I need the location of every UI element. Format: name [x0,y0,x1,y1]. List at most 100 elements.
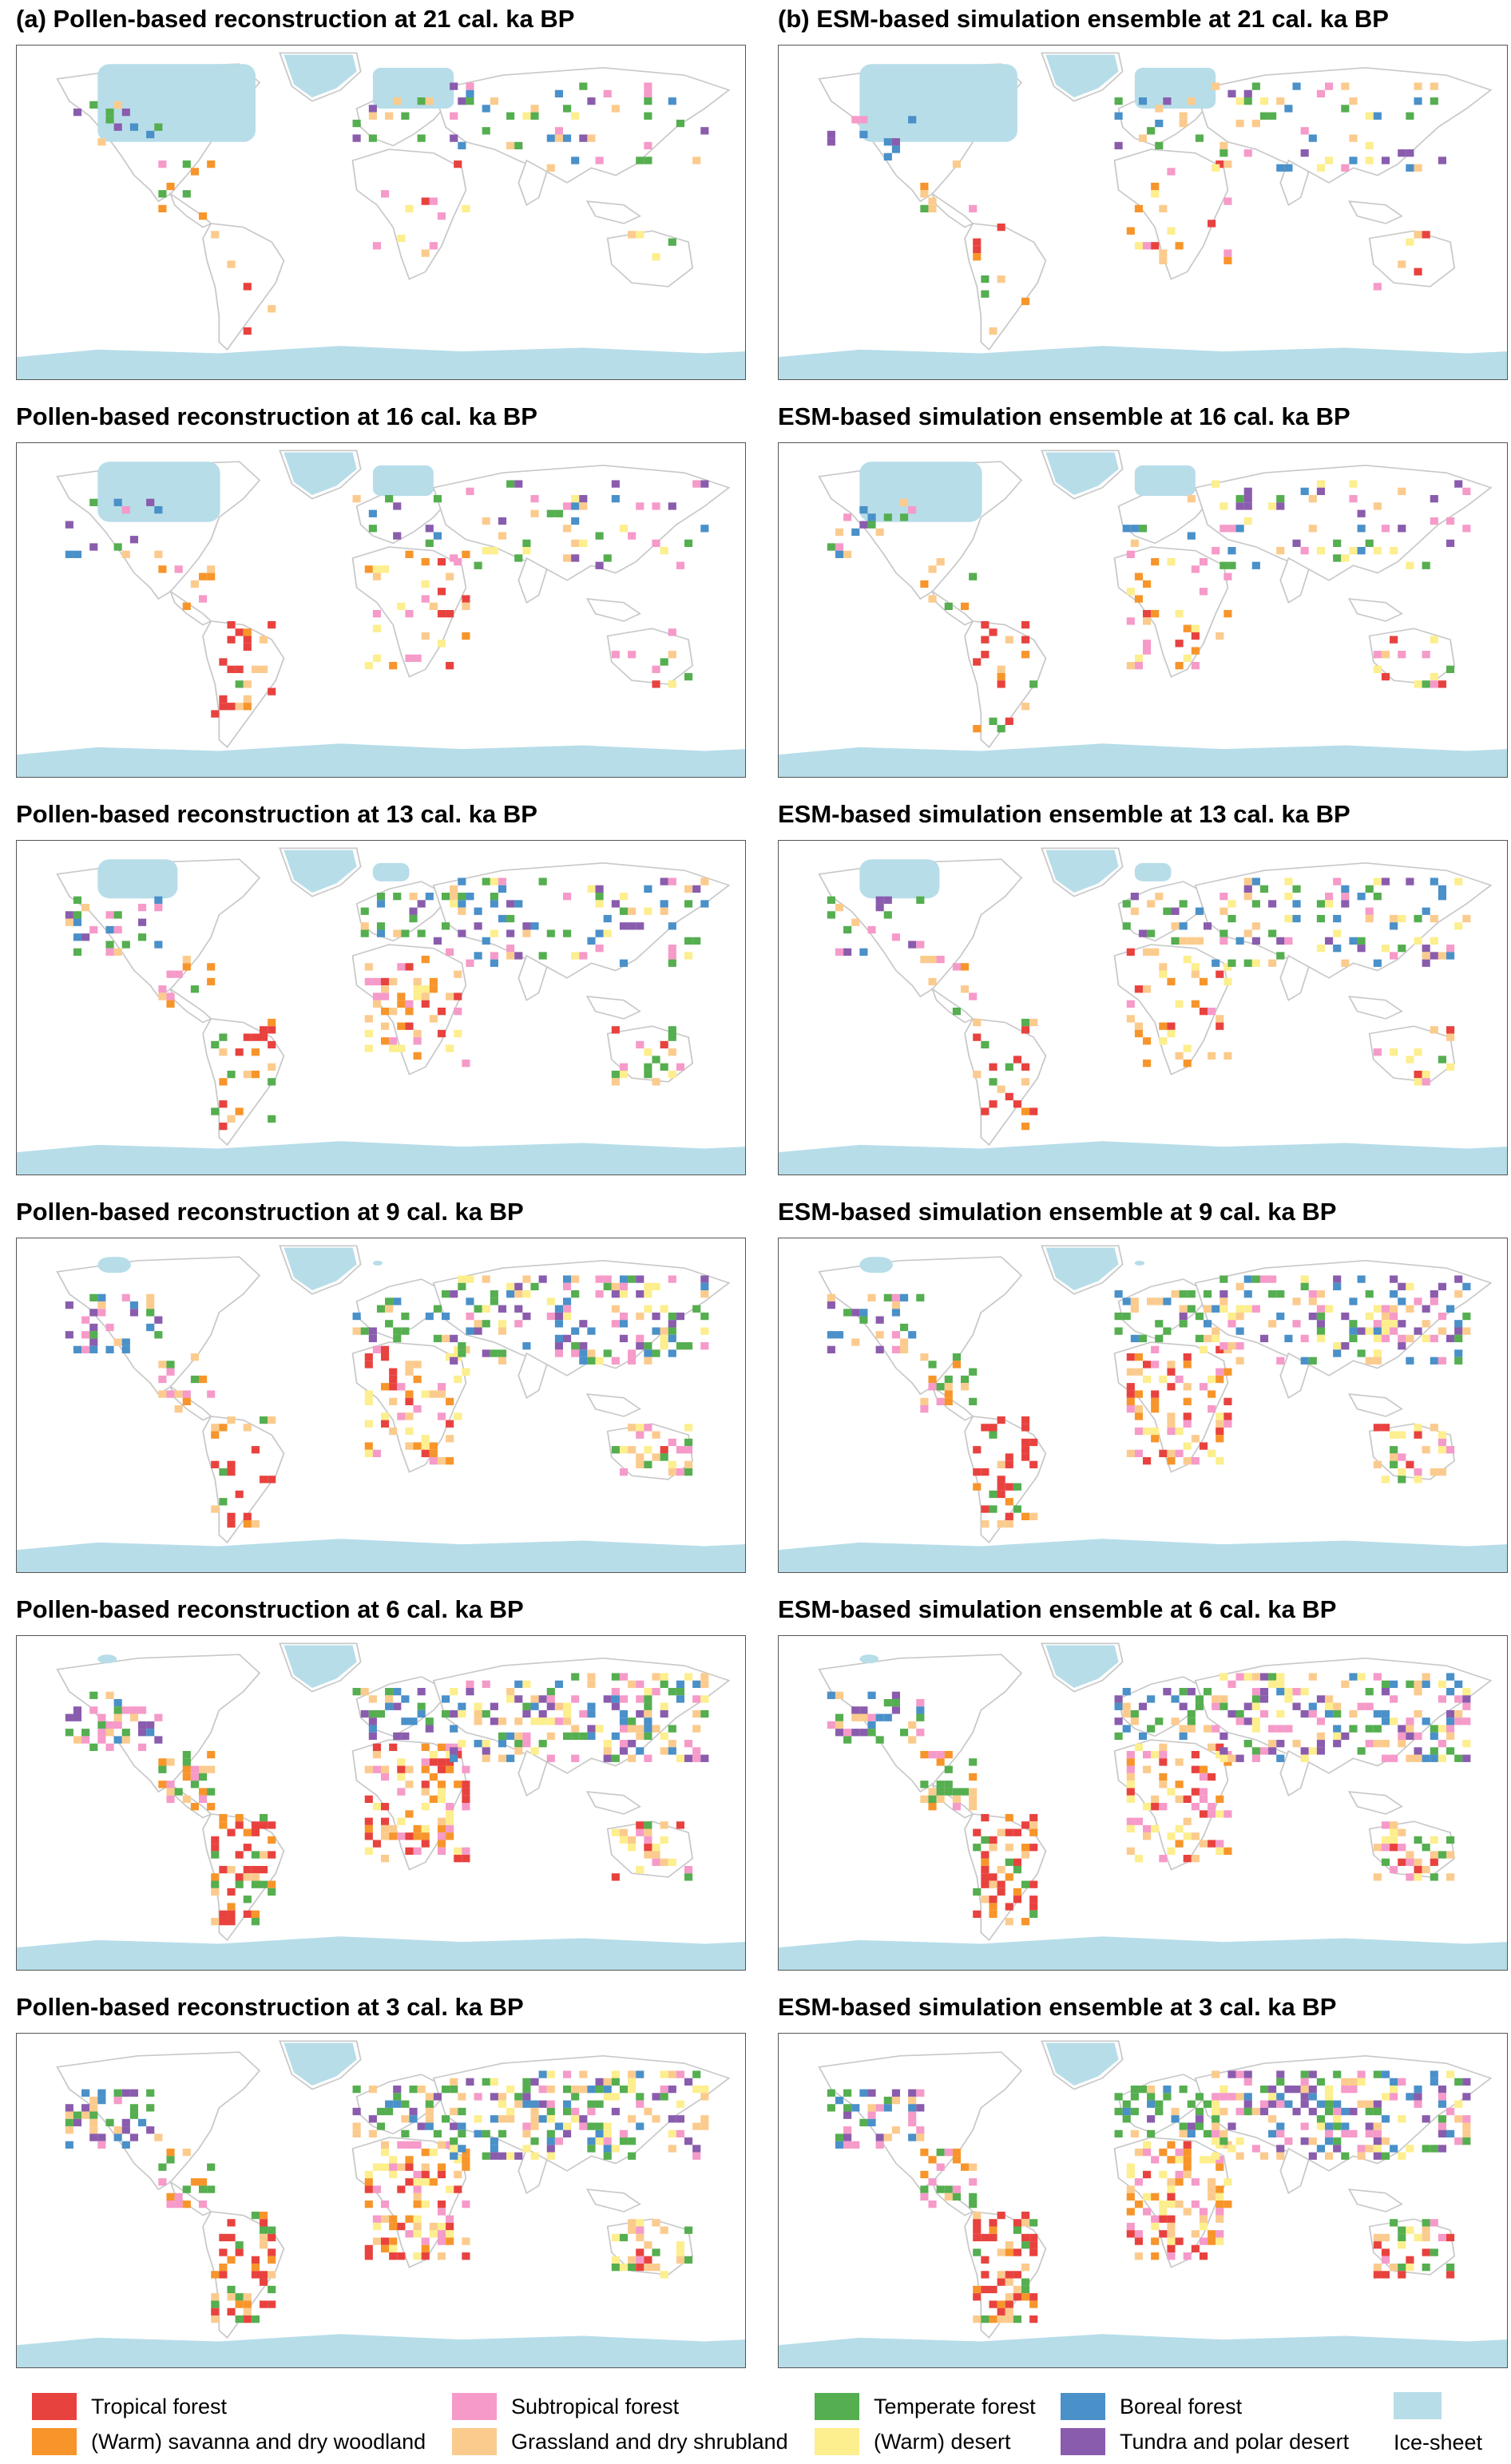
biome-cell [579,2086,588,2094]
biome-cell [928,2156,937,2164]
biome-cell [235,1880,244,1888]
biome-cell [1126,227,1135,235]
biome-cell [1357,1327,1366,1335]
biome-cell [652,1349,660,1357]
legend-item: Tropical forest [32,2392,227,2421]
biome-cell [619,1740,629,1748]
biome-cell [1422,651,1430,659]
biome-cell [364,2178,373,2186]
biome-cell [251,1851,260,1859]
biome-cell [587,2100,596,2108]
biome-cell [429,1758,438,1766]
biome-cell [1446,1688,1455,1696]
biome-cell [182,190,191,198]
biome-cell [692,1305,701,1313]
biome-cell [397,2222,406,2231]
biome-cell [138,2118,147,2127]
biome-cell [652,1673,660,1681]
biome-cell [158,1361,167,1369]
biome-cell [1159,1743,1168,1751]
biome-cell [458,141,466,150]
biome-cell [595,1357,604,1365]
biome-cell [482,1349,490,1357]
biome-cell [1325,1702,1334,1710]
biome-cell [522,2078,531,2086]
biome-cell [1235,1282,1244,1291]
biome-cell [1212,480,1220,488]
biome-cell [462,204,470,212]
biome-cell [827,896,835,904]
biome-cell [1373,2145,1382,2153]
biome-cell [458,1282,466,1291]
biome-cell [989,1910,997,1918]
biome-cell [1373,1725,1382,1733]
biome-cell [1422,1754,1430,1762]
biome-cell [1243,929,1252,937]
legend-item: Boreal forest [1061,2392,1242,2421]
biome-cell [381,190,390,198]
biome-cell [1349,547,1358,555]
biome-cell [409,907,418,915]
biome-cell [514,1305,523,1313]
biome-cell [1029,1460,1038,1468]
biome-cell [1357,945,1366,953]
biome-cell [652,1851,660,1859]
biome-cell [1005,2278,1013,2286]
greenland-ice-sheet [1045,2042,1119,2086]
biome-cell [437,2163,446,2171]
biome-cell [700,525,709,533]
biome-cell [692,2086,701,2094]
biome-cell [393,1297,402,1305]
biome-cell [1430,1290,1438,1298]
fennoscandian-ice-sheet [1134,465,1196,497]
biome-cell [700,1680,709,1689]
biome-cell [268,1416,276,1424]
land-outline [1113,546,1229,678]
biome-cell [961,1788,970,1796]
biome-cell [1195,1312,1204,1321]
biome-cell [1406,149,1414,157]
biome-cell [1143,2170,1152,2179]
pollen-map [16,1635,746,1971]
biome-cell [1308,2093,1317,2101]
biome-cell [490,2078,498,2086]
biome-cell [908,2104,917,2112]
biome-cell [1357,1673,1366,1681]
biome-cell [514,1732,523,1741]
biome-cell [538,2086,547,2094]
biome-cell [660,1446,668,1454]
biome-cell [1220,1342,1228,1350]
biome-cell [1147,1297,1156,1305]
biome-cell [154,1713,163,1721]
biome-cell [498,914,507,923]
biome-cell [372,1449,381,1458]
biome-cell [498,1305,507,1313]
biome-cell [1021,2278,1030,2286]
biome-cell [268,1851,276,1859]
legend-label: Boreal forest [1120,2394,1243,2418]
biome-cell [182,2201,191,2208]
biome-cell [437,1758,446,1766]
biome-cell [1373,2129,1382,2138]
biome-cell [700,1754,709,1762]
biome-cell [73,108,82,117]
biome-cell [243,1828,252,1836]
biome-cell [660,1702,668,1710]
biome-cell [389,1824,398,1833]
biome-cell [1406,1858,1414,1866]
biome-cell [1422,1305,1430,1313]
biome-cell [372,1345,381,1353]
biome-cell [454,2185,462,2193]
biome-cell [1243,502,1252,510]
biome-cell [73,1706,82,1714]
biome-cell [1357,2078,1366,2086]
biome-cell [437,2237,446,2245]
biome-cell [1373,1709,1382,1718]
biome-cell [827,1345,835,1353]
biome-cell [268,2226,276,2234]
biome-cell [1195,937,1204,945]
land-outline [1368,1025,1456,1083]
biome-cell [446,1832,454,1840]
biome-cell [611,2078,620,2086]
biome-cell [1175,1781,1184,1789]
